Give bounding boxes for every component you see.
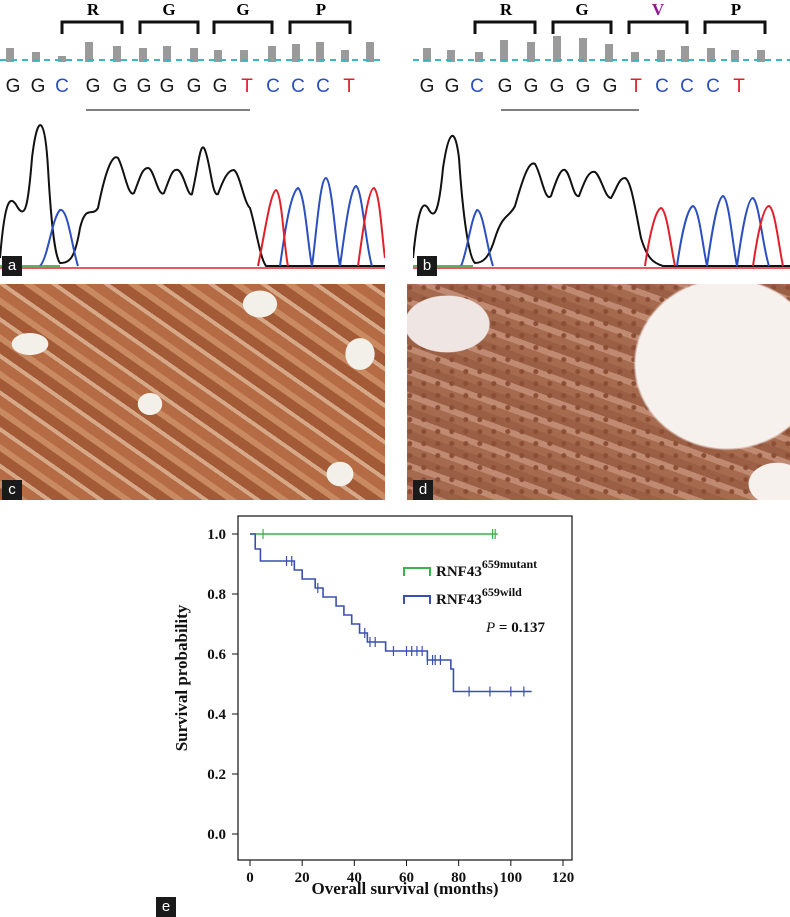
- base-call: C: [470, 76, 484, 97]
- codon-label: G: [236, 0, 250, 19]
- codon-label-mutant: V: [651, 0, 665, 19]
- y-tick-label: 0.2: [207, 767, 226, 783]
- base-call: G: [444, 76, 460, 97]
- panel-label-d: d: [413, 480, 433, 500]
- codon-labels-b: R G V P: [413, 0, 790, 22]
- p-value-symbol: P: [485, 620, 495, 636]
- legend: RNF43659mutant RNF43659wild P = 0.137: [403, 557, 545, 636]
- legend-label-wild: RNF43: [436, 592, 482, 608]
- panel-b: R G V P G G C G G G G G T C C C T b: [413, 0, 790, 278]
- legend-swatch-mutant: [403, 567, 431, 576]
- x-tick-label: 60: [399, 870, 414, 886]
- y-axis-ticks: 0.0 0.2 0.4 0.6 0.8 1.0: [207, 527, 238, 843]
- chromatogram-a: [0, 109, 385, 269]
- panel-label-e: e: [156, 897, 176, 917]
- base-call: G: [497, 76, 513, 97]
- base-call: G: [186, 76, 202, 97]
- base-call: C: [291, 76, 305, 97]
- codon-brackets-b: [413, 20, 790, 62]
- y-tick-label: 1.0: [207, 527, 226, 543]
- svg-text:RNF43659mutant: RNF43659mutant: [436, 557, 537, 580]
- panel-c-ihc-image: c: [0, 284, 385, 500]
- base-call: G: [575, 76, 591, 97]
- base-call: G: [602, 76, 618, 97]
- x-tick-label: 0: [246, 870, 254, 886]
- svg-text:RNF43659wild: RNF43659wild: [436, 585, 522, 608]
- base-call: G: [523, 76, 539, 97]
- survival-curves: [250, 529, 532, 697]
- base-call: T: [343, 76, 355, 97]
- base-call: T: [733, 76, 745, 97]
- codon-brackets-a: [0, 20, 385, 62]
- x-tick-label: 40: [347, 870, 362, 886]
- panel-label-a: a: [2, 256, 22, 276]
- base-call: G: [159, 76, 175, 97]
- base-call: G: [85, 76, 101, 97]
- codon-label: R: [86, 0, 100, 19]
- base-call: C: [655, 76, 669, 97]
- base-call: C: [680, 76, 694, 97]
- legend-swatch-wild: [403, 595, 431, 604]
- codon-labels-a: R G G P: [0, 0, 385, 22]
- legend-label-mutant: RNF43: [436, 564, 482, 580]
- x-tick-label: 80: [451, 870, 466, 886]
- legend-sup-wild: 659wild: [482, 585, 522, 599]
- base-call: G: [549, 76, 565, 97]
- panel-label-b: b: [417, 256, 437, 276]
- codon-label: G: [162, 0, 176, 19]
- legend-sup-mutant: 659mutant: [482, 557, 537, 571]
- codon-label: P: [315, 0, 327, 19]
- codon-label: R: [499, 0, 513, 19]
- x-tick-label: 120: [552, 870, 575, 886]
- base-call: T: [630, 76, 642, 97]
- y-tick-label: 0.4: [207, 707, 226, 723]
- codon-label: P: [730, 0, 742, 19]
- x-tick-label: 20: [295, 870, 310, 886]
- x-tick-label: 100: [500, 870, 523, 886]
- y-axis-label: Survival probability: [172, 604, 191, 751]
- plot-frame: [237, 515, 573, 861]
- base-call: G: [136, 76, 152, 97]
- p-value-text: = 0.137: [495, 620, 545, 636]
- base-call: T: [241, 76, 253, 97]
- base-call: G: [112, 76, 128, 97]
- panel-a: R G G P G G C G G G G G G T C C C T a: [0, 0, 385, 278]
- kaplan-meier-chart: 0.0 0.2 0.4 0.6 0.8 1.0 0 20 40 60 80 100 120 Survi…: [172, 515, 574, 898]
- base-call: C: [316, 76, 330, 97]
- base-call: G: [5, 76, 21, 97]
- x-axis-ticks: 0 20 40 60 80 100 120: [246, 860, 574, 886]
- y-tick-label: 0.8: [207, 587, 226, 603]
- base-call: G: [212, 76, 228, 97]
- svg-text:P = 0.137: P = 0.137: [485, 620, 545, 636]
- y-tick-label: 0.0: [207, 827, 226, 843]
- base-call: C: [55, 76, 69, 97]
- panel-d-ihc-image: d: [407, 284, 790, 500]
- base-call: C: [706, 76, 720, 97]
- panel-label-c: c: [2, 480, 22, 500]
- base-call: C: [266, 76, 280, 97]
- base-call: G: [30, 76, 46, 97]
- codon-label: G: [575, 0, 589, 19]
- base-call: G: [419, 76, 435, 97]
- chromatogram-b: [413, 109, 790, 269]
- x-axis-label: Overall survival (months): [312, 879, 499, 898]
- y-tick-label: 0.6: [207, 647, 226, 663]
